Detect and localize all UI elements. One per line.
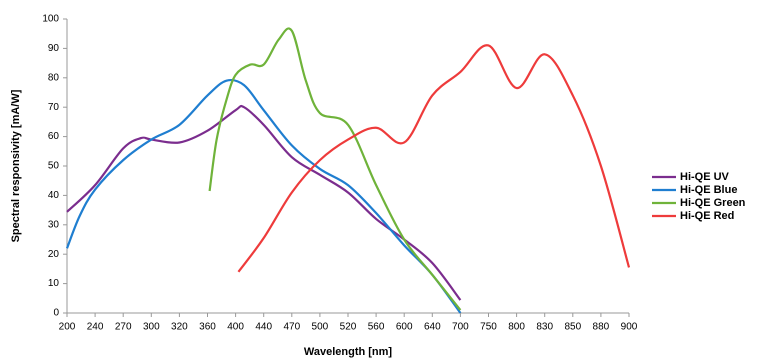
- x-tick-label: 700: [452, 322, 469, 333]
- y-tick-label: 70: [48, 102, 60, 113]
- x-tick-label: 830: [536, 322, 553, 333]
- y-tick-label: 60: [48, 131, 60, 142]
- y-tick-label: 40: [48, 190, 60, 201]
- y-tick-label: 0: [53, 308, 59, 319]
- x-tick-label: 470: [283, 322, 300, 333]
- x-tick-label: 200: [59, 322, 76, 333]
- x-tick-label: 750: [480, 322, 497, 333]
- x-tick-label: 400: [227, 322, 244, 333]
- x-tick-label: 800: [508, 322, 525, 333]
- y-tick-label: 30: [48, 219, 60, 230]
- x-tick-label: 240: [87, 322, 104, 333]
- x-tick-label: 300: [143, 322, 160, 333]
- x-tick-label: 520: [340, 322, 357, 333]
- y-tick-label: 20: [48, 249, 60, 260]
- legend-label: Hi-QE Blue: [680, 184, 737, 196]
- x-axis-title: Wavelength [nm]: [304, 346, 393, 358]
- x-tick-label: 320: [171, 322, 188, 333]
- x-tick-label: 900: [621, 322, 638, 333]
- y-tick-label: 90: [48, 43, 60, 54]
- legend-label: Hi-QE Green: [680, 197, 746, 209]
- x-tick-label: 560: [368, 322, 385, 333]
- x-tick-label: 850: [564, 322, 581, 333]
- legend-label: Hi-QE UV: [680, 171, 730, 183]
- y-axis-title: Spectral responsivity [mA/W]: [10, 89, 22, 242]
- x-tick-label: 600: [396, 322, 413, 333]
- x-tick-label: 360: [199, 322, 216, 333]
- x-tick-label: 880: [593, 322, 610, 333]
- line-series: [208, 27, 462, 311]
- y-tick-label: 50: [48, 161, 60, 172]
- y-tick-label: 100: [42, 14, 59, 25]
- x-tick-label: 270: [115, 322, 132, 333]
- y-tick-label: 10: [48, 278, 60, 289]
- line-series: [65, 78, 462, 314]
- x-tick-label: 500: [312, 322, 329, 333]
- legend-label: Hi-QE Red: [680, 210, 734, 222]
- x-tick-label: 640: [424, 322, 441, 333]
- line-series: [66, 104, 462, 301]
- x-tick-label: 440: [255, 322, 272, 333]
- line-series: [237, 44, 631, 273]
- y-tick-label: 80: [48, 72, 60, 83]
